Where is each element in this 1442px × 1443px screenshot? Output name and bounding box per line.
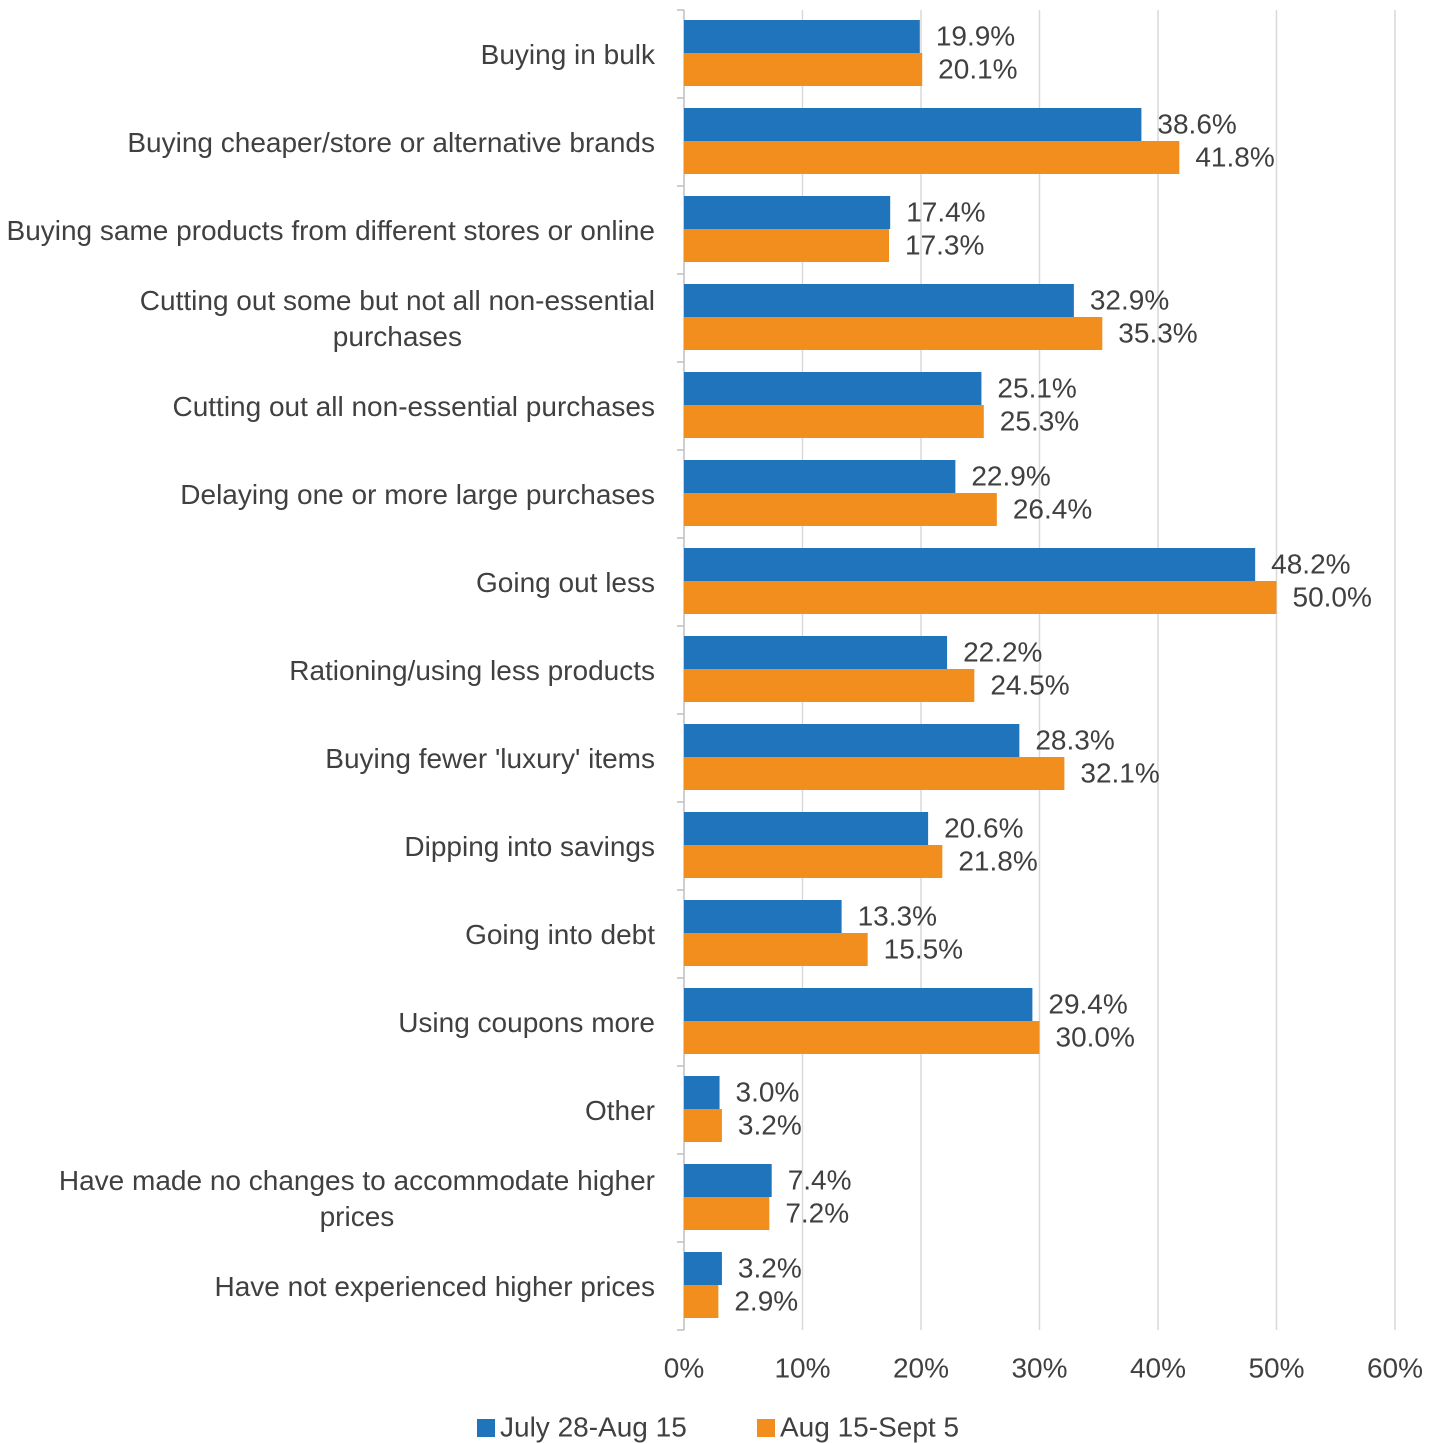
legend-swatch: [477, 1419, 495, 1437]
value-label: 35.3%: [1118, 317, 1197, 348]
bar: [684, 1076, 720, 1109]
bar: [684, 1252, 722, 1285]
category-label: Other: [585, 1095, 655, 1126]
category-label: Rationing/using less products: [289, 655, 655, 686]
bar: [684, 933, 868, 966]
value-label: 22.2%: [963, 636, 1042, 667]
category-label: Have made no changes to accommodate high…: [59, 1165, 655, 1232]
bar: [684, 1197, 770, 1230]
value-label: 38.6%: [1157, 108, 1236, 139]
value-label: 15.5%: [884, 933, 963, 964]
bar: [684, 812, 929, 845]
value-label: 24.5%: [990, 669, 1069, 700]
value-label: 7.2%: [785, 1197, 849, 1228]
bar: [684, 548, 1256, 581]
value-label: 32.9%: [1090, 284, 1169, 315]
value-label: 29.4%: [1048, 988, 1127, 1019]
x-tick-label: 60%: [1367, 1352, 1423, 1383]
legend-label: Aug 15-Sept 5: [780, 1411, 959, 1442]
value-label: 17.3%: [905, 229, 984, 260]
x-tick-label: 20%: [893, 1352, 949, 1383]
value-label: 26.4%: [1013, 493, 1092, 524]
value-label: 7.4%: [788, 1164, 852, 1195]
category-label: Going out less: [476, 567, 655, 598]
category-label: Delaying one or more large purchases: [180, 479, 655, 510]
bar: [684, 988, 1033, 1021]
category-label: Cutting out all non-essential purchases: [172, 391, 655, 422]
bar: [684, 1164, 772, 1197]
category-label: Buying fewer 'luxury' items: [325, 743, 655, 774]
category-label: Buying same products from different stor…: [7, 215, 655, 246]
category-label: Using coupons more: [398, 1007, 655, 1038]
legend-label: July 28-Aug 15: [500, 1411, 687, 1442]
legend-swatch: [757, 1419, 775, 1437]
value-label: 17.4%: [906, 196, 985, 227]
bar: [684, 141, 1180, 174]
category-label: Buying in bulk: [481, 39, 656, 70]
value-label: 32.1%: [1080, 757, 1159, 788]
bar: [684, 284, 1074, 317]
x-tick-label: 30%: [1011, 1352, 1067, 1383]
bar: [684, 229, 890, 262]
bar: [684, 53, 923, 86]
value-label: 19.9%: [936, 20, 1015, 51]
bar: [684, 757, 1065, 790]
value-label: 21.8%: [958, 845, 1037, 876]
bar: [684, 196, 891, 229]
bar: [684, 317, 1103, 350]
value-label: 30.0%: [1056, 1021, 1135, 1052]
bar: [684, 669, 975, 702]
value-label: 20.6%: [944, 812, 1023, 843]
bar: [684, 1109, 722, 1142]
x-tick-label: 50%: [1248, 1352, 1304, 1383]
value-label: 13.3%: [858, 900, 937, 931]
bar: [684, 108, 1142, 141]
category-label: Buying cheaper/store or alternative bran…: [127, 127, 655, 158]
bar: [684, 1285, 719, 1318]
category-label: Have not experienced higher prices: [215, 1271, 655, 1302]
x-tick-label: 10%: [774, 1352, 830, 1383]
x-tick-label: 40%: [1130, 1352, 1186, 1383]
value-label: 28.3%: [1035, 724, 1114, 755]
bar: [684, 460, 956, 493]
category-label: Going into debt: [465, 919, 655, 950]
bar: [684, 581, 1277, 614]
value-label: 2.9%: [734, 1285, 798, 1316]
value-label: 3.0%: [736, 1076, 800, 1107]
bar: [684, 372, 982, 405]
value-label: 25.3%: [1000, 405, 1079, 436]
category-label: Dipping into savings: [404, 831, 655, 862]
value-label: 50.0%: [1293, 581, 1372, 612]
value-label: 3.2%: [738, 1252, 802, 1283]
bar: [684, 636, 948, 669]
value-label: 41.8%: [1195, 141, 1274, 172]
bar: [684, 405, 984, 438]
bar: [684, 493, 997, 526]
x-tick-label: 0%: [664, 1352, 704, 1383]
category-label: Cutting out some but not all non-essenti…: [140, 285, 655, 352]
bar: [684, 724, 1020, 757]
value-label: 20.1%: [938, 53, 1017, 84]
value-label: 3.2%: [738, 1109, 802, 1140]
bar: [684, 20, 920, 53]
bar: [684, 900, 842, 933]
bar: [684, 845, 943, 878]
value-label: 48.2%: [1271, 548, 1350, 579]
bar: [684, 1021, 1040, 1054]
value-label: 22.9%: [971, 460, 1050, 491]
value-label: 25.1%: [997, 372, 1076, 403]
